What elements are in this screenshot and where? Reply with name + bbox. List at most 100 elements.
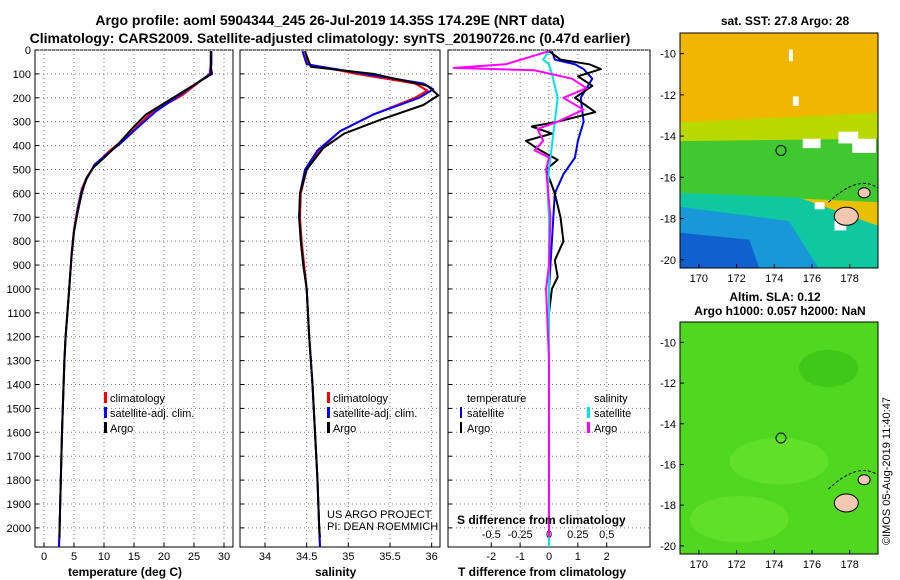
lon-tick-label: 172 [727, 273, 745, 285]
x-tick-label: 1 [575, 551, 581, 563]
y-tick-label: 1400 [7, 380, 31, 392]
salinity-panel: 34 34.5 35 35.5 36 [239, 49, 441, 563]
y-tick-label: 1300 [7, 356, 31, 368]
island [857, 187, 871, 199]
salinity-legend: climatology satellite-adj. clim. Argo US… [327, 392, 438, 533]
x-tick-label: -1 [515, 551, 525, 563]
island [857, 474, 871, 486]
temperature-legend: climatology satellite-adj. clim. Argo [104, 392, 194, 435]
annotation-project: US ARGO PROJECT [327, 509, 432, 521]
y-tick-label: 300 [13, 117, 31, 129]
series-line-t-argo [524, 50, 602, 538]
legend-s-satellite-swatch [587, 407, 590, 418]
x-tick-label: 0 [546, 551, 552, 563]
legend-satellite-swatch [327, 407, 330, 418]
y-tick-label: 500 [13, 164, 31, 176]
cloud-gap [834, 221, 847, 231]
sst-map-title: sat. SST: 27.8 Argo: 28 [720, 14, 850, 28]
y-tick-label: 400 [13, 141, 31, 153]
x-tick-label: 20 [158, 551, 170, 563]
map-field [729, 438, 829, 485]
lat-tick-label: -20 [660, 255, 676, 267]
lat-tick-label: -14 [660, 131, 676, 143]
y-tick-label: 700 [13, 212, 31, 224]
lat-tick-label: -20 [660, 541, 676, 553]
x-tick-label: 2 [604, 551, 610, 563]
x-tick-label: 10 [98, 551, 110, 563]
legend-t-argo-label: Argo [467, 423, 490, 435]
s-diff-tick-label: 0.5 [599, 529, 614, 541]
lon-tick-label: 174 [765, 273, 783, 285]
sla-map-title-1: Altim. SLA: 0.12 [729, 290, 821, 304]
depth-axis: 0 100 200 300 400 500 600 700 800 900 1000 1100 1200… [7, 45, 31, 535]
x-tick-label: 5 [71, 551, 77, 563]
legend-satellite-label: satellite-adj. clim. [110, 408, 194, 420]
y-tick-label: 1100 [7, 308, 31, 320]
lon-tick-label: 170 [690, 273, 708, 285]
salinity-axis-title: salinity [315, 565, 357, 579]
map-frame [679, 321, 879, 555]
map-field [680, 138, 878, 203]
title-line-1: Argo profile: aoml 5904344_245 26-Jul-20… [95, 12, 565, 28]
map-field [680, 232, 760, 268]
x-tick-label: 35.5 [379, 551, 400, 563]
map-field [689, 496, 789, 543]
cloud-gap [788, 49, 793, 62]
legend-s-satellite-label: satellite [594, 408, 631, 420]
sla-map-title-2: Argo h1000: 0.057 h2000: NaN [694, 304, 866, 318]
legend-climatology-label: climatology [333, 393, 389, 405]
y-tick-label: 1800 [7, 475, 31, 487]
x-tick-label: 15 [128, 551, 140, 563]
legend-climatology-swatch [104, 392, 107, 403]
map-frame [679, 32, 879, 269]
eez-line [828, 182, 879, 203]
x-tick-label: 0 [41, 551, 47, 563]
series-line-s-satellite [542, 50, 559, 547]
difference-legend: temperature salinity satellite Argo sate… [457, 393, 631, 527]
legend-climatology-label: climatology [110, 393, 166, 405]
legend-t-satellite-label: satellite [467, 408, 504, 420]
map-field [798, 349, 859, 387]
lon-tick-label: 176 [803, 559, 821, 571]
legend-t-satellite-swatch [460, 407, 462, 418]
legend-argo-swatch [327, 422, 330, 433]
legend-satellite-label: satellite-adj. clim. [333, 408, 417, 420]
legend-temperature-title: temperature [467, 393, 526, 405]
series-line-argo [298, 50, 440, 538]
y-tick-label: 2000 [7, 523, 31, 535]
map-field [680, 33, 878, 123]
y-tick-label: 0 [25, 45, 31, 57]
temperature-panel: 0 5 10 15 20 25 30 [34, 49, 234, 563]
s-diff-tick-label: -0.25 [508, 529, 533, 541]
difference-panel: -2 -1 0 1 2-0.5 -0.25 0 0.25 0.5 [447, 49, 651, 563]
temperature-axis-title: temperature (deg C) [68, 565, 182, 579]
cloud-gap [838, 131, 859, 144]
lon-tick-label: 176 [803, 273, 821, 285]
argo-position-marker [775, 432, 787, 444]
x-tick-label: -2 [486, 551, 496, 563]
x-tick-label: 36 [426, 551, 438, 563]
s-diff-tick-label: 0.25 [567, 529, 588, 541]
lat-tick-label: -10 [660, 49, 676, 61]
y-tick-label: 600 [13, 188, 31, 200]
x-tick-label: 25 [188, 551, 200, 563]
y-tick-label: 1700 [7, 451, 31, 463]
lon-tick-label: 174 [765, 559, 783, 571]
s-diff-axis-title: S difference from climatology [457, 513, 626, 527]
legend-s-argo-label: Argo [594, 423, 617, 435]
lat-tick-label: -18 [660, 500, 676, 512]
lat-tick-label: -16 [660, 172, 676, 184]
y-tick-label: 1600 [7, 427, 31, 439]
y-tick-label: 200 [13, 93, 31, 105]
legend-satellite-swatch [104, 407, 107, 418]
lat-tick-label: -12 [660, 90, 676, 102]
cloud-gap [852, 138, 877, 153]
sla-map: 170 172 174 176 178 -10 -12 -14 -16 -18 -20 [660, 321, 879, 571]
legend-s-argo-swatch [587, 422, 590, 433]
eez-line [828, 470, 879, 490]
y-tick-label: 1500 [7, 403, 31, 415]
s-diff-tick-label: -0.5 [482, 529, 501, 541]
lon-tick-label: 178 [841, 559, 859, 571]
y-tick-label: 1000 [7, 284, 31, 296]
